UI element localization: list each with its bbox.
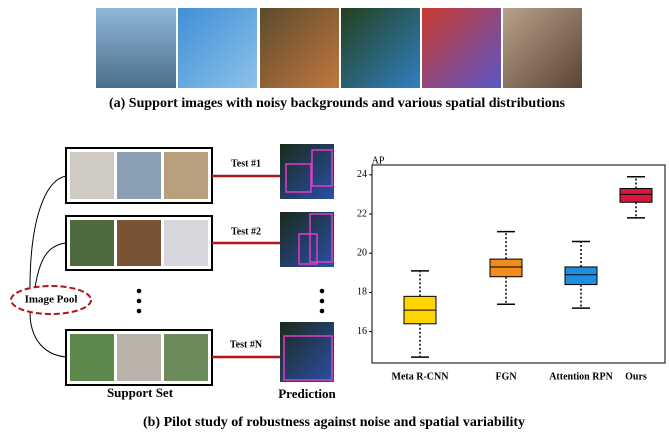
support-label: Support Set [107, 385, 174, 400]
test-label: Test #N [230, 339, 263, 350]
image [117, 220, 161, 266]
prediction-label: Prediction [278, 386, 336, 401]
ellipsis [137, 289, 325, 314]
arrow [35, 243, 66, 288]
y-tick-label: 22 [357, 208, 367, 219]
image [260, 8, 339, 88]
x-tick-label: Ours [625, 371, 647, 382]
box-chart: AP 16 18 20 22 24 Meta R-CNN FGN Attention RPN Ou… [357, 155, 665, 382]
arrow [30, 176, 66, 288]
dot [137, 299, 142, 304]
dot [320, 289, 325, 294]
caption: (a) Support images with noisy background… [109, 96, 566, 111]
prediction-image [280, 212, 334, 267]
box [565, 267, 597, 285]
image [70, 334, 114, 381]
caption: (b) Pilot study of robustness against no… [143, 415, 525, 430]
pool-label: Image Pool [25, 294, 78, 306]
image [70, 152, 114, 199]
x-tick-label: Attention RPN [549, 371, 613, 382]
y-tick-label: 16 [357, 326, 367, 337]
image [96, 8, 176, 88]
image [503, 8, 582, 88]
x-tick-label: FGN [495, 371, 517, 382]
image [422, 8, 501, 88]
dot [320, 309, 325, 314]
dot [137, 309, 142, 314]
image [164, 334, 208, 381]
dot [137, 289, 142, 294]
prediction-image [280, 322, 334, 382]
image [178, 8, 257, 88]
x-tick-label: Meta R-CNN [392, 371, 450, 382]
image [164, 220, 208, 266]
image [164, 152, 208, 199]
box [620, 189, 652, 203]
y-tick-label: 20 [357, 248, 367, 259]
y-tick-label: 18 [357, 287, 367, 298]
test-label: Test #1 [231, 158, 261, 169]
y-axis-label: AP [372, 155, 385, 166]
arrow [30, 312, 66, 357]
image [117, 152, 161, 199]
image [70, 220, 114, 266]
prediction-image [280, 144, 334, 199]
image [341, 8, 420, 88]
dot [320, 299, 325, 304]
image [117, 334, 161, 381]
box [490, 259, 522, 277]
figure: (a) Support images with noisy background… [0, 0, 669, 434]
bird-images [96, 8, 582, 88]
y-tick-label: 24 [357, 169, 367, 180]
test-label: Test #2 [231, 226, 261, 237]
support-images [70, 144, 334, 382]
